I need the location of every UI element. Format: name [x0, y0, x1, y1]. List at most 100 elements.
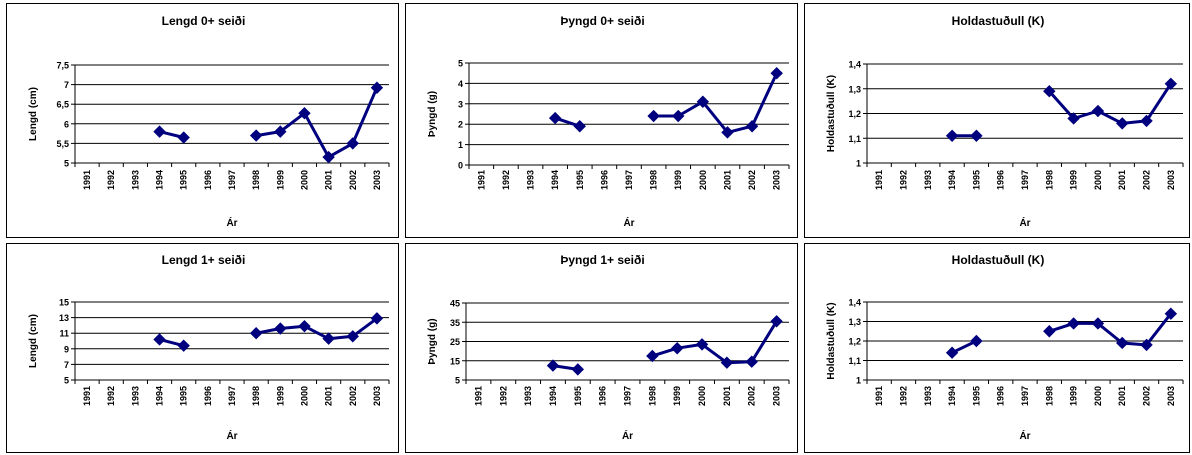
x-tick-label: 1994	[947, 386, 957, 406]
data-point	[546, 359, 560, 372]
y-tick-label: 1	[458, 140, 463, 150]
x-tick-label: 1995	[575, 170, 585, 190]
chart-lengd-0-panel: Lengd 0+ seiði 5 5,5 6 6,5 7 7,5 1991 1992 1993 19…	[6, 3, 399, 238]
x-tick-label: 1995	[573, 386, 583, 406]
x-tick-label: 1996	[203, 170, 213, 190]
y-tick-label: 1,4	[848, 60, 861, 70]
data-point	[720, 356, 734, 369]
x-tick-label: 2000	[299, 386, 309, 406]
x-tick-label: 1999	[1069, 386, 1079, 406]
data-point	[1067, 112, 1080, 125]
data-point	[970, 334, 983, 348]
x-tick-label: 1994	[550, 170, 560, 190]
data-point	[646, 349, 659, 363]
x-tick-label: 1993	[923, 386, 933, 406]
x-tick-label: 1997	[1020, 386, 1030, 406]
y-tick-label: 6,5	[56, 100, 69, 110]
x-tick-label: 1997	[227, 386, 237, 406]
y-tick-label: 15	[59, 298, 69, 308]
x-axis-label: Ár	[1019, 216, 1030, 229]
data-point	[1140, 114, 1153, 128]
x-tick-label: 1994	[548, 386, 558, 406]
x-tick-label: 2000	[299, 170, 309, 190]
data-point	[945, 346, 959, 359]
y-axis-label: Holdastuðull (K)	[825, 75, 837, 152]
chart-holdastudull-0-panel: Holdastuðull (K) 1 1,1 1,2 1,3 1,4 1991 1992 199…	[804, 3, 1190, 238]
y-tick-label: 7,5	[56, 61, 69, 71]
y-tick-label: 11	[59, 329, 69, 339]
y-tick-label: 5	[64, 376, 69, 386]
data-point	[695, 338, 709, 351]
x-tick-label: 1996	[996, 386, 1006, 406]
data-point	[370, 81, 384, 94]
x-tick-label: 1991	[476, 170, 486, 190]
x-tick-label: 1994	[947, 170, 957, 190]
y-tick-label: 4	[458, 79, 463, 89]
data-point	[696, 95, 710, 108]
data-point	[770, 66, 783, 80]
x-tick-label: 2001	[1117, 386, 1127, 406]
data-point	[571, 363, 585, 376]
x-tick-label: 2001	[324, 170, 334, 190]
data-point	[346, 137, 359, 150]
data-point	[1164, 307, 1178, 320]
x-tick-label: 1991	[82, 386, 92, 406]
data-point	[745, 120, 759, 133]
y-tick-label: 7	[64, 360, 69, 370]
series-line	[653, 72, 779, 134]
x-axis-label: Ár	[623, 216, 634, 229]
x-tick-label: 1995	[971, 170, 981, 190]
y-tick-label: 9	[64, 344, 69, 354]
x-tick-label: 2001	[722, 170, 732, 190]
data-point	[370, 312, 384, 325]
x-tick-label: 1996	[996, 170, 1006, 190]
x-tick-label: 1995	[179, 386, 189, 406]
data-point	[1164, 77, 1178, 91]
y-tick-label: 1,4	[848, 298, 861, 308]
data-point	[177, 131, 190, 144]
data-point	[322, 332, 335, 345]
y-tick-label: 6	[64, 119, 69, 129]
x-tick-label: 2003	[772, 386, 782, 406]
data-point	[249, 326, 263, 340]
chart-title: Lengd 0+ seiði	[162, 14, 246, 28]
y-tick-label: 7	[64, 80, 69, 90]
x-tick-label: 2000	[697, 386, 707, 406]
data-point	[177, 339, 190, 352]
x-axis-label: Ár	[226, 216, 237, 229]
y-tick-label: 1	[856, 159, 861, 169]
chart-title: Þyngd 0+ seiði	[560, 14, 644, 28]
x-tick-label: 1998	[251, 386, 261, 406]
series-line	[1048, 312, 1172, 347]
x-tick-label: 1991	[473, 386, 483, 406]
chart-svg: Holdastuðull (K) 1 1,1 1,2 1,3 1,4 1991 1992 199…	[825, 253, 1184, 442]
x-tick-label: 2001	[1117, 170, 1127, 190]
x-tick-label: 1991	[874, 170, 884, 190]
x-tick-label: 1998	[1044, 386, 1054, 406]
x-tick-label: 2002	[1142, 386, 1152, 406]
chart-svg: Holdastuðull (K) 1 1,1 1,2 1,3 1,4 1991 1992 199…	[825, 14, 1184, 229]
x-tick-label: 1992	[106, 170, 116, 190]
x-tick-label: 2002	[747, 170, 757, 190]
x-tick-label: 1999	[275, 386, 285, 406]
x-tick-label: 1998	[649, 170, 659, 190]
x-tick-label: 1999	[1069, 170, 1079, 190]
y-tick-label: 0	[458, 161, 463, 171]
y-axis-label: Holdastuðull (K)	[825, 302, 837, 379]
chart-svg: Lengd 0+ seiði 5 5,5 6 6,5 7 7,5 1991 1992 1993 19…	[28, 14, 390, 229]
y-tick-label: 5	[458, 59, 463, 69]
y-tick-label: 1	[856, 376, 861, 386]
y-axis-label: Þyngd (g)	[427, 91, 438, 137]
data-point	[970, 129, 983, 142]
x-tick-label: 1995	[971, 386, 981, 406]
x-axis-label: Ár	[226, 429, 237, 442]
x-tick-label: 2001	[324, 386, 334, 406]
chart-holdastudull-1-panel: Holdastuðull (K) 1 1,1 1,2 1,3 1,4 1991 1992 199…	[804, 243, 1190, 453]
data-point	[153, 333, 166, 346]
x-tick-label: 2000	[1093, 170, 1103, 190]
data-point	[1116, 117, 1129, 130]
x-tick-label: 1998	[1044, 170, 1054, 190]
y-tick-label: 1,2	[848, 337, 861, 347]
x-tick-label: 1998	[647, 386, 657, 406]
x-tick-label: 1996	[203, 386, 213, 406]
